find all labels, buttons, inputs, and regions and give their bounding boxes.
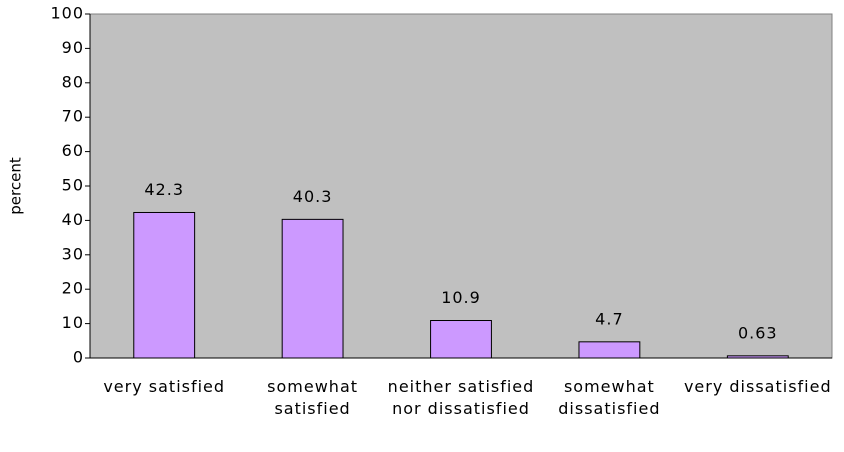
data-label: 4.7	[595, 309, 623, 328]
y-tick-label: 70	[62, 107, 84, 126]
bar	[430, 320, 492, 359]
x-tick-label: very dissatisfied	[683, 377, 832, 396]
data-label: 40.3	[293, 187, 333, 206]
y-tick-label: 90	[62, 38, 84, 57]
plot-area	[89, 13, 833, 359]
y-axis-label: percent	[7, 157, 25, 215]
y-tick-label: 30	[62, 244, 84, 263]
bar	[133, 211, 196, 359]
data-label: 10.9	[441, 288, 481, 307]
y-tick-label: 0	[73, 348, 84, 367]
bar	[281, 218, 344, 359]
x-tick-label: very satisfied	[103, 377, 226, 396]
bar	[726, 355, 789, 359]
bar	[578, 341, 641, 359]
data-label: 42.3	[144, 180, 184, 199]
x-tick-label: somewhat dissatisfied	[558, 377, 661, 418]
y-tick-label: 20	[62, 279, 84, 298]
y-tick-label: 10	[62, 313, 84, 332]
y-tick-label: 40	[62, 210, 84, 229]
y-tick-label: 100	[50, 4, 84, 23]
data-label: 0.63	[738, 323, 778, 342]
y-tick-label: 50	[62, 176, 84, 195]
x-tick-label: neither satisfied nor dissatisfied	[387, 377, 535, 418]
x-tick-label: somewhat satisfied	[267, 377, 359, 418]
y-tick-label: 60	[62, 141, 84, 160]
y-tick-label: 80	[62, 72, 84, 91]
